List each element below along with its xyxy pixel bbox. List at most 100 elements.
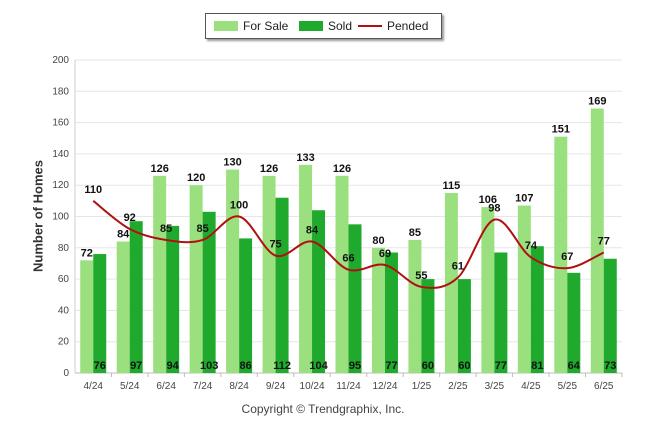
data-label-sold: 60 <box>422 360 434 372</box>
data-label-for-sale: 85 <box>409 227 421 239</box>
x-tick-label: 6/25 <box>594 381 614 392</box>
legend-label-sold: Sold <box>328 19 353 33</box>
bar-for-sale <box>116 241 130 373</box>
bar-sold <box>348 224 362 373</box>
data-label-sold: 77 <box>495 360 507 372</box>
data-label-pended: 110 <box>84 184 102 196</box>
data-label-for-sale: 80 <box>372 235 384 247</box>
x-tick-label: 2/25 <box>448 381 468 392</box>
data-label-pended: 77 <box>598 235 610 247</box>
legend-item-sold: Sold <box>299 14 352 38</box>
bar-sold <box>275 197 289 373</box>
bar-sold <box>166 225 180 373</box>
data-label-pended: 66 <box>342 253 354 265</box>
bar-for-sale <box>554 136 568 373</box>
bar-for-sale <box>371 247 385 373</box>
data-label-sold: 77 <box>385 360 397 372</box>
data-label-pended: 92 <box>124 212 136 224</box>
bar-sold <box>129 221 143 373</box>
data-label-pended: 67 <box>561 251 573 263</box>
x-tick-label: 1/25 <box>412 381 432 392</box>
data-label-sold: 112 <box>273 360 291 372</box>
x-tick-label: 10/24 <box>300 381 325 392</box>
bar-for-sale <box>80 260 94 373</box>
data-label-pended: 74 <box>525 240 538 252</box>
legend-label-for-sale: For Sale <box>243 19 289 33</box>
bar-for-sale <box>335 175 349 373</box>
bar-for-sale <box>481 207 495 373</box>
data-label-for-sale: 126 <box>150 163 168 175</box>
x-tick-label: 11/24 <box>336 381 361 392</box>
legend-item-pended: Pended <box>358 14 428 38</box>
data-label-for-sale: 169 <box>588 96 606 108</box>
x-tick-label: 4/25 <box>521 381 541 392</box>
x-tick-label: 12/24 <box>372 381 397 392</box>
bar-sold <box>384 252 398 373</box>
legend: For Sale Sold Pended <box>205 13 442 39</box>
y-tick-label: 80 <box>58 243 70 254</box>
y-tick-label: 60 <box>58 274 70 285</box>
data-label-pended: 61 <box>452 261 464 273</box>
bar-for-sale <box>299 164 313 373</box>
copyright-text: Copyright © Trendgraphix, Inc. <box>241 402 405 416</box>
x-tick-label: 6/24 <box>156 381 176 392</box>
data-label-sold: 73 <box>604 360 616 372</box>
data-label-sold: 64 <box>568 360 581 372</box>
x-tick-label: 5/24 <box>120 381 140 392</box>
y-tick-label: 200 <box>52 55 69 66</box>
x-tick-label: 8/24 <box>229 381 249 392</box>
data-label-pended: 85 <box>160 223 172 235</box>
data-label-sold: 103 <box>200 360 218 372</box>
data-label-pended: 69 <box>379 248 391 260</box>
y-tick-label: 100 <box>52 212 69 223</box>
bar-for-sale <box>517 205 531 373</box>
bar-sold <box>239 238 253 373</box>
bar-sold <box>603 258 617 373</box>
data-label-pended: 85 <box>197 223 209 235</box>
data-label-for-sale: 126 <box>333 163 351 175</box>
y-tick-label: 160 <box>52 118 69 129</box>
legend-swatch-for-sale <box>214 21 238 31</box>
bar-sold <box>494 252 508 373</box>
data-label-for-sale: 115 <box>443 180 461 192</box>
y-tick-label: 180 <box>52 86 69 97</box>
legend-swatch-pended <box>358 25 382 27</box>
bar-for-sale <box>590 108 604 373</box>
bar-sold <box>202 211 216 373</box>
y-tick-label: 0 <box>63 368 69 379</box>
data-label-pended: 75 <box>269 239 281 251</box>
data-label-sold: 95 <box>349 360 361 372</box>
bar-sold <box>567 272 581 373</box>
y-tick-label: 40 <box>58 305 70 316</box>
x-tick-label: 9/24 <box>266 381 286 392</box>
data-label-pended: 55 <box>415 270 427 282</box>
data-label-sold: 97 <box>130 360 142 372</box>
legend-swatch-sold <box>299 21 323 31</box>
data-label-sold: 104 <box>309 360 328 372</box>
bar-sold <box>421 279 435 373</box>
y-tick-label: 140 <box>52 149 69 160</box>
line-pended <box>92 200 605 289</box>
x-tick-label: 4/24 <box>83 381 103 392</box>
data-label-for-sale: 151 <box>552 124 570 136</box>
data-label-for-sale: 107 <box>515 193 533 205</box>
bar-sold <box>93 254 107 373</box>
bar-sold <box>312 210 326 373</box>
y-tick-label: 120 <box>52 180 69 191</box>
data-label-for-sale: 106 <box>479 194 497 206</box>
data-label-for-sale: 72 <box>81 247 93 259</box>
legend-item-for-sale: For Sale <box>214 14 288 38</box>
data-label-sold: 76 <box>94 360 106 372</box>
bar-sold <box>530 246 544 373</box>
data-label-sold: 81 <box>531 360 543 372</box>
y-axis-title: Number of Homes <box>30 160 46 272</box>
data-label-pended: 100 <box>230 200 248 212</box>
data-label-sold: 86 <box>239 360 251 372</box>
bar-for-sale <box>262 175 276 373</box>
data-label-sold: 94 <box>167 360 180 372</box>
bar-sold <box>457 279 471 373</box>
data-label-pended: 98 <box>488 203 500 215</box>
data-label-for-sale: 133 <box>296 152 314 164</box>
x-tick-label: 7/24 <box>193 381 213 392</box>
